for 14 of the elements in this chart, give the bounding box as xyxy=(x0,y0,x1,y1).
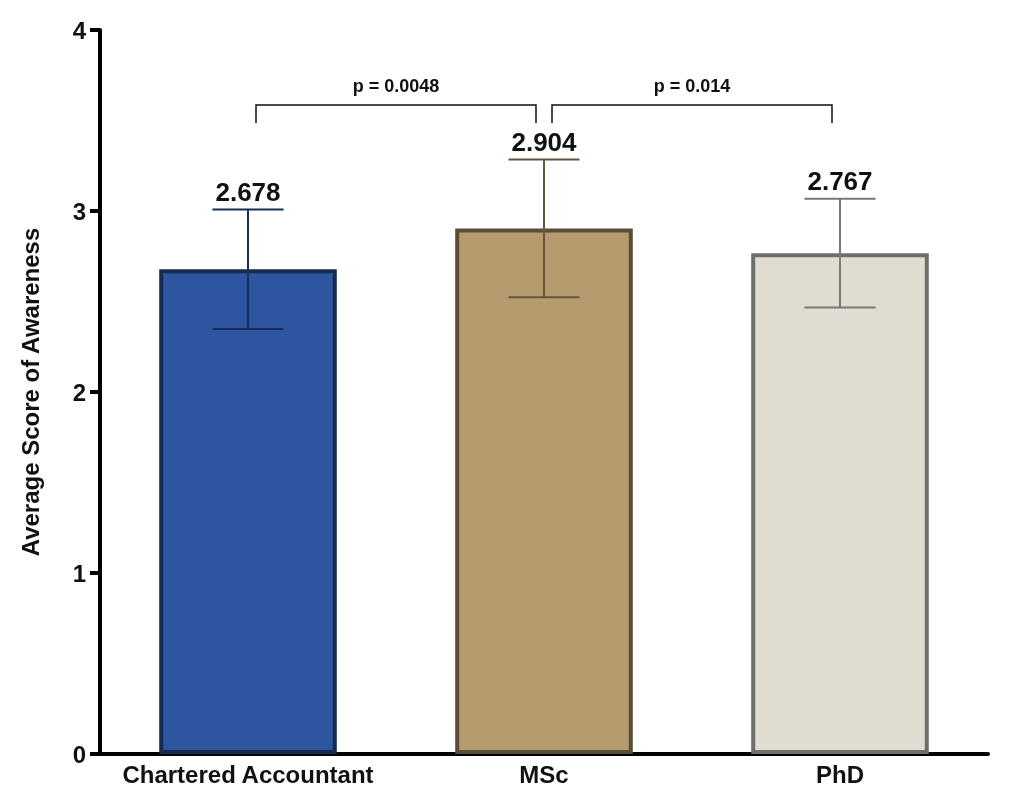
y-tick-label: 0 xyxy=(72,740,86,768)
y-axis-title: Average Score of Awareness xyxy=(16,227,44,557)
x-tick-label: Chartered Accountant xyxy=(122,760,374,788)
y-tick-label: 3 xyxy=(72,197,86,225)
data-label: 2.767 xyxy=(807,165,873,196)
annotation: p = 0.0048 xyxy=(352,76,440,96)
y-tick-label: 2 xyxy=(72,378,86,406)
x-tick-label: MSc xyxy=(519,760,569,788)
x-tick-label: PhD xyxy=(816,760,864,788)
data-label: 2.678 xyxy=(215,176,281,207)
annotation: p = 0.014 xyxy=(653,76,731,96)
y-tick-label: 4 xyxy=(72,16,87,44)
y-tick-label: 1 xyxy=(72,559,86,587)
data-label: 2.904 xyxy=(511,126,578,157)
